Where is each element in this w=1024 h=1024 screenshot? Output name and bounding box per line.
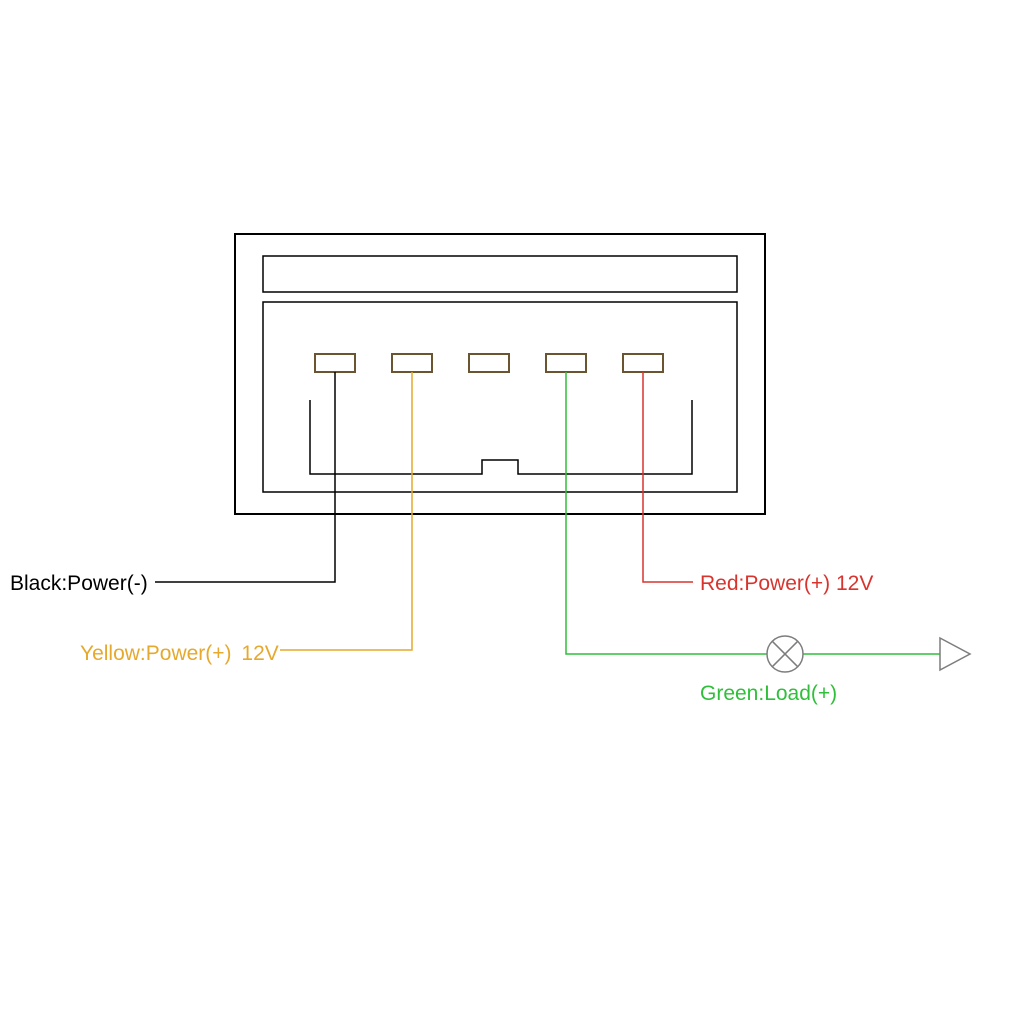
pin-5 xyxy=(623,354,663,372)
label-yellow-main: Yellow:Power(+) xyxy=(80,642,232,665)
pin-2 xyxy=(392,354,432,372)
pin-3 xyxy=(469,354,509,372)
lamp-icon xyxy=(767,636,803,672)
connector-bottom-lip xyxy=(310,400,692,474)
label-yellow: Yellow:Power(+) 12V xyxy=(80,642,279,665)
arrow-icon xyxy=(940,638,970,670)
connector-outer xyxy=(235,234,765,514)
pin-4 xyxy=(546,354,586,372)
label-yellow-voltage: 12V xyxy=(241,642,278,665)
pin-row xyxy=(315,354,663,372)
label-green: Green:Load(+) xyxy=(700,682,837,705)
label-red: Red:Power(+) 12V xyxy=(700,572,873,595)
pin-1 xyxy=(315,354,355,372)
wire-black xyxy=(155,372,335,582)
wire-yellow xyxy=(280,372,412,650)
wiring-diagram: Black:Power(-) Yellow:Power(+) 12V Red:P… xyxy=(0,0,1024,1024)
connector-inner xyxy=(263,302,737,492)
connector-top-bar xyxy=(263,256,737,292)
wire-red xyxy=(643,372,693,582)
label-black: Black:Power(-) xyxy=(10,572,148,595)
